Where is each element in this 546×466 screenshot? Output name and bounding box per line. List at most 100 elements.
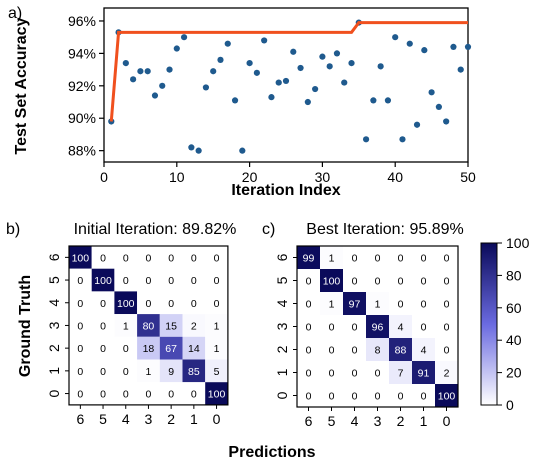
matrix-c-cell-value: 0 [444,345,450,357]
data-point [261,37,268,44]
matrix-c-cell [435,338,458,361]
data-point [348,60,355,67]
matrix-b-cell [91,246,115,269]
matrix-b-cell-value: 2 [191,320,197,332]
data-point [406,40,413,47]
matrix-b-cell [114,336,138,360]
matrix-b-y-tick-label: 6 [46,253,62,261]
matrix-b-cell [182,382,206,405]
matrix-c-x-tick-label: 1 [420,413,428,429]
data-point [151,92,159,99]
matrix-c-cell [435,292,458,315]
matrix-c-cell [297,361,320,384]
matrix-c-cell-value: 1 [329,299,335,311]
matrix-b-cell [205,314,228,337]
matrix-b-cell [69,336,92,360]
matrix-b-cell [137,382,160,405]
matrix-b-cell [159,268,183,292]
matrix-b-y-tick-label: 3 [46,321,62,329]
data-point [428,89,435,96]
matrix-b-cell-value: 0 [123,343,129,355]
matrix-c-cell-value: 96 [372,322,384,334]
matrix-b-cell-value: 0 [123,252,129,264]
data-point [377,63,384,70]
matrix-b-cell-value: 0 [77,275,83,287]
matrix-c-cell-value: 88 [395,345,407,357]
matrix-b-cell-value: 0 [100,343,106,355]
matrix-b-y-tick-label: 5 [46,276,62,284]
matrix-c-cell [412,246,435,269]
matrix-c-cell [412,292,435,315]
data-point [137,68,144,75]
matrix-c-cell-value: 7 [398,368,404,380]
matrix-c-cell [320,338,343,361]
matrix-b-cell [114,291,138,315]
matrix-b-cell [114,314,138,337]
matrix-b-x-tick-label: 1 [190,411,198,427]
matrix-c-cell [343,292,366,315]
matrix-b-y-tick-label: 1 [46,367,62,375]
matrix-b-x-tick-label: 2 [167,411,175,427]
matrix-c-cell [343,315,366,338]
matrix-c-y-tick-label: 1 [274,368,290,376]
data-point [224,40,231,47]
matrix-c-cell [320,269,343,292]
matrix-b-cell [205,291,228,315]
panel-b-title: Initial Iteration: 89.82% [74,221,237,238]
data-point [188,144,195,151]
panel-c-heatmap: c) Best Iteration: 95.89% 99 1 0 0 0 0 00 100 0 0… [262,221,464,429]
matrix-b-cell-value: 0 [77,298,83,310]
matrix-b-cell [91,359,115,383]
data-point [231,97,239,104]
matrix-b-cell-value: 14 [188,343,200,355]
matrix-b-cell-value: 15 [165,320,177,332]
matrix-b-cell [182,246,206,269]
data-point [210,68,217,75]
matrix-b-cell [137,268,160,292]
matrix-b-cell-value: 0 [146,252,152,264]
matrix-c-cell [366,384,389,407]
matrix-c-cell [297,269,320,292]
matrix-b-cell-value: 0 [77,320,83,332]
panel-a-frame [103,7,469,163]
matrix-b-cell [159,382,183,405]
matrix-b-cell-value: 18 [143,343,155,355]
matrix-c-cell-value: 1 [329,253,335,265]
matrix-c-cell [320,292,343,315]
matrix-c-cell-value: 0 [306,391,312,403]
matrix-b-cell-value: 85 [188,366,200,378]
matrix-c-cell-value: 0 [352,368,358,380]
data-point [443,118,450,125]
data-point [450,43,457,51]
best-so-far-line [109,21,468,122]
matrix-c-cell-value: 0 [444,253,450,265]
data-point [304,98,311,106]
matrix-c-cell-value: 4 [421,345,427,357]
colorbar-tick-label: 40 [506,332,522,348]
data-point [122,60,129,67]
matrix-c-cell-value: 100 [438,391,456,403]
matrix-c-cell-value: 91 [418,368,430,380]
matrix-b-cell-value: 0 [191,389,197,401]
matrix-c-cell-value: 0 [421,391,427,403]
colorbar-tick-label: 20 [506,365,522,381]
data-point [319,53,326,60]
matrix-c-cell-value: 0 [306,345,312,357]
matrix-b-cell-value: 0 [77,389,83,401]
matrix-c-cell-value: 99 [303,253,315,265]
matrix-b-cell-value: 0 [100,252,106,264]
matrix-b-x-tick-label: 5 [99,411,107,427]
matrix-c-cell [412,384,435,407]
matrix-c-cell [389,361,412,384]
matrix-b-cell-value: 0 [100,320,106,332]
matrix-b-cell-value: 0 [146,389,152,401]
matrix-b-cell [159,314,183,337]
matrix-c-cell [389,292,412,315]
matrix-b-cell-value: 1 [123,320,129,332]
colorbar-tick-label: 80 [506,267,522,283]
matrix-b-cell [205,268,228,292]
data-point [362,136,370,143]
x-tick-label: 40 [387,169,403,185]
matrix-c-cell [366,361,389,384]
matrix-b-cell-value: 0 [168,252,174,264]
